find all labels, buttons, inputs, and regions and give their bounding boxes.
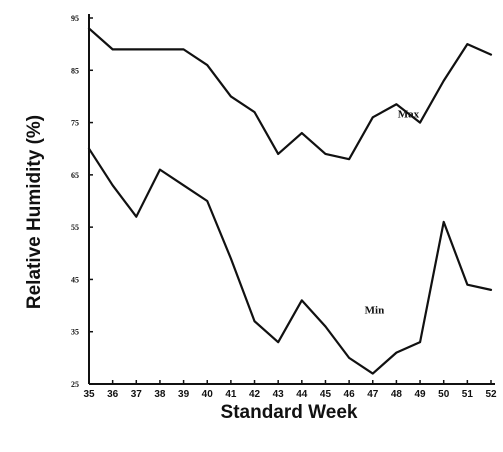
y-axis-title: Relative Humidity (%) <box>24 115 45 309</box>
data-point-min <box>490 289 492 291</box>
data-point-max <box>88 27 90 30</box>
series-labels: Max Min <box>365 108 420 316</box>
series-label-max: Max <box>398 108 420 120</box>
data-point-max <box>301 132 303 134</box>
data-point-max <box>419 121 421 124</box>
data-point-min <box>159 168 161 171</box>
y-tick-label: 25 <box>71 380 79 389</box>
series-line-max <box>87 27 493 161</box>
data-point-min <box>277 341 279 343</box>
data-point-min <box>135 215 138 218</box>
y-tick-label: 35 <box>71 328 79 337</box>
data-point-min <box>419 341 421 343</box>
y-axis-ticks: 25 35 45 55 65 75 85 95 <box>71 14 93 389</box>
x-tick-label: 46 <box>344 389 356 400</box>
data-point-min <box>253 320 256 323</box>
series-label-min: Min <box>365 304 385 316</box>
x-tick-label: 47 <box>367 389 379 400</box>
data-point-max <box>182 48 185 51</box>
data-point-min <box>301 299 303 302</box>
x-tick-label: 40 <box>202 389 214 400</box>
data-point-min <box>206 200 209 202</box>
x-tick-label: 48 <box>391 389 403 400</box>
data-point-max <box>111 48 114 51</box>
x-tick-label: 42 <box>249 389 261 400</box>
y-tick-label: 45 <box>71 275 79 284</box>
x-axis-ticks: 35 36 37 38 39 40 41 42 43 44 45 46 47 48 49 50 51 52 <box>83 380 497 400</box>
data-point-max <box>135 48 138 51</box>
data-point-min <box>111 184 114 187</box>
y-tick-label: 85 <box>71 66 79 75</box>
data-point-max <box>442 79 445 82</box>
series-line-min <box>87 147 493 375</box>
data-point-max <box>371 116 374 119</box>
data-point-max <box>324 153 327 155</box>
data-point-min <box>371 372 374 375</box>
data-point-min <box>348 357 350 359</box>
series-lines <box>87 27 493 375</box>
data-point-max <box>206 64 209 66</box>
x-tick-label: 45 <box>320 389 332 400</box>
data-point-min <box>230 257 232 260</box>
data-point-min <box>466 283 469 286</box>
x-tick-label: 39 <box>178 389 190 400</box>
y-tick-label: 95 <box>71 14 79 23</box>
y-tick-label: 65 <box>71 171 79 180</box>
x-tick-label: 38 <box>154 389 166 400</box>
y-tick-label: 75 <box>71 119 79 128</box>
data-point-min <box>182 184 185 187</box>
x-tick-label: 51 <box>462 389 474 400</box>
x-axis-title: Standard Week <box>221 402 358 423</box>
x-tick-label: 36 <box>107 389 119 400</box>
x-tick-label: 50 <box>438 389 450 400</box>
x-tick-label: 41 <box>225 389 237 400</box>
x-tick-label: 52 <box>485 389 497 400</box>
data-point-min <box>324 325 327 328</box>
data-point-min <box>395 351 398 354</box>
x-tick-label: 43 <box>273 389 285 400</box>
data-point-max <box>466 43 469 45</box>
data-point-max <box>253 111 256 113</box>
data-point-max <box>277 153 279 155</box>
data-point-min <box>442 221 445 223</box>
data-point-min <box>88 147 90 150</box>
axes <box>88 14 495 385</box>
x-tick-label: 44 <box>296 389 308 400</box>
x-tick-label: 37 <box>131 389 143 400</box>
data-point-max <box>159 48 161 51</box>
y-tick-label: 55 <box>71 223 79 232</box>
data-point-max <box>348 158 350 160</box>
x-tick-label: 49 <box>414 389 426 400</box>
x-tick-label: 35 <box>83 389 95 400</box>
data-point-max <box>230 95 232 98</box>
data-point-max <box>395 103 398 106</box>
data-point-max <box>490 53 492 56</box>
